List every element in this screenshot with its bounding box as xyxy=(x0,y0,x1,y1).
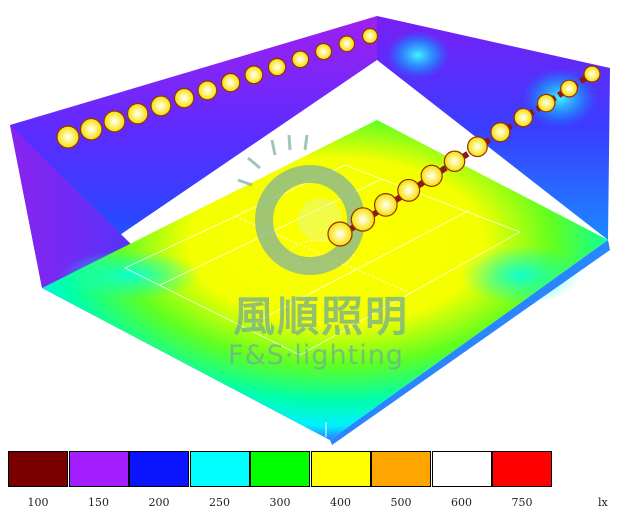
light-fixture xyxy=(350,207,376,232)
floor-edge-glow xyxy=(60,250,200,300)
floor xyxy=(42,120,608,440)
light-fixture xyxy=(560,79,579,98)
light-fixture xyxy=(244,65,264,85)
light-fixture xyxy=(443,150,466,173)
light-fixture xyxy=(373,193,398,217)
light-fixture xyxy=(314,42,333,61)
light-fixture xyxy=(103,110,126,133)
light-fixture xyxy=(420,164,443,187)
watermark-english: F&S·lighting xyxy=(228,340,404,371)
light-fixture xyxy=(150,95,172,117)
light-fixture xyxy=(79,117,103,141)
watermark-chinese: 風順照明 xyxy=(232,292,409,341)
light-fixture xyxy=(197,80,218,101)
light-fixture xyxy=(220,72,241,93)
light-fixture xyxy=(583,65,601,83)
wall-light-spot xyxy=(386,31,450,79)
light-fixture xyxy=(536,93,556,113)
light-fixture xyxy=(397,178,421,202)
legend-unit: lx xyxy=(598,496,608,509)
light-fixture xyxy=(513,107,533,128)
light-fixture xyxy=(467,136,488,158)
light-fixture xyxy=(361,27,379,45)
light-fixture xyxy=(327,221,353,247)
lighting-truss xyxy=(338,67,600,239)
light-fixture xyxy=(56,125,80,149)
light-fixture xyxy=(267,57,287,77)
truss-fixtures xyxy=(327,65,601,247)
wall-light-spot xyxy=(522,68,598,128)
light-fixture xyxy=(490,122,511,143)
light-fixture xyxy=(126,102,149,125)
left-wall-fixtures xyxy=(56,27,379,149)
light-fixture xyxy=(173,87,195,109)
light-fixture xyxy=(338,35,356,53)
front-wall xyxy=(330,240,610,445)
light-fixture xyxy=(291,50,310,69)
